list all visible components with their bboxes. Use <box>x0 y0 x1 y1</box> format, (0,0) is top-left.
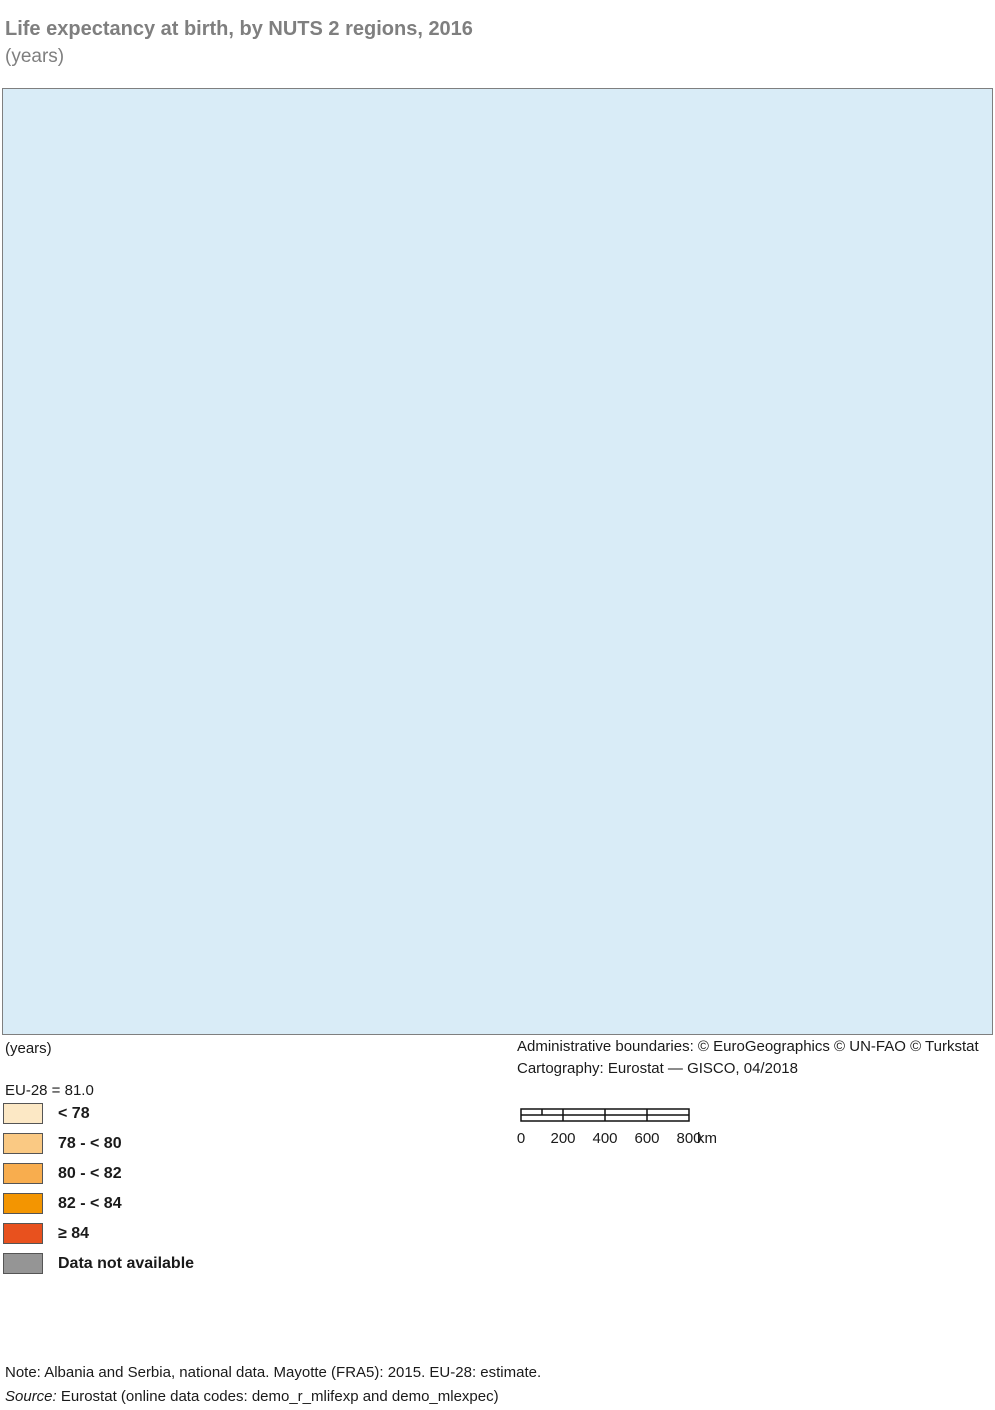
svg-text:600: 600 <box>634 1130 659 1147</box>
svg-text:800: 800 <box>676 1130 701 1147</box>
svg-text:km: km <box>697 1130 717 1147</box>
svg-text:0: 0 <box>517 1130 525 1147</box>
svg-text:200: 200 <box>550 1130 575 1147</box>
svg-text:400: 400 <box>592 1130 617 1147</box>
